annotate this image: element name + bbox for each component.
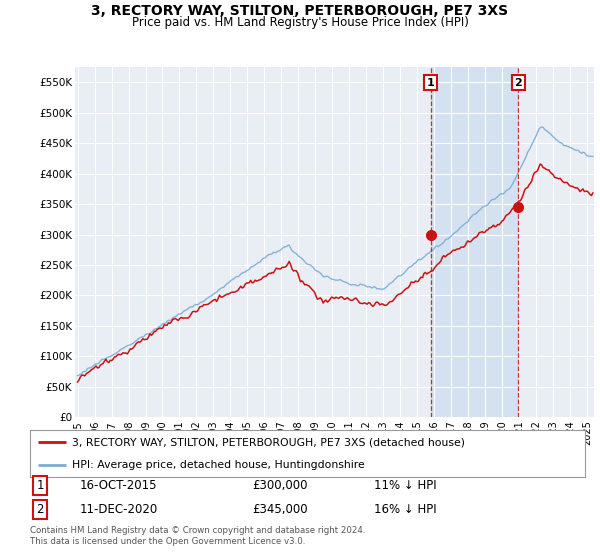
Text: 1: 1 (36, 479, 44, 492)
Text: Price paid vs. HM Land Registry's House Price Index (HPI): Price paid vs. HM Land Registry's House … (131, 16, 469, 29)
Text: 16% ↓ HPI: 16% ↓ HPI (374, 503, 437, 516)
Text: 11-DEC-2020: 11-DEC-2020 (80, 503, 158, 516)
Text: £345,000: £345,000 (252, 503, 308, 516)
Text: HPI: Average price, detached house, Huntingdonshire: HPI: Average price, detached house, Hunt… (71, 460, 364, 470)
Text: 2: 2 (515, 78, 522, 88)
Text: 3, RECTORY WAY, STILTON, PETERBOROUGH, PE7 3XS (detached house): 3, RECTORY WAY, STILTON, PETERBOROUGH, P… (71, 437, 464, 447)
Text: Contains HM Land Registry data © Crown copyright and database right 2024.
This d: Contains HM Land Registry data © Crown c… (30, 526, 365, 546)
Text: 11% ↓ HPI: 11% ↓ HPI (374, 479, 437, 492)
Text: 16-OCT-2015: 16-OCT-2015 (80, 479, 157, 492)
Text: £300,000: £300,000 (252, 479, 308, 492)
Text: 1: 1 (427, 78, 434, 88)
Text: 2: 2 (36, 503, 44, 516)
Text: 3, RECTORY WAY, STILTON, PETERBOROUGH, PE7 3XS: 3, RECTORY WAY, STILTON, PETERBOROUGH, P… (91, 4, 509, 18)
Bar (431, 67, 518, 417)
